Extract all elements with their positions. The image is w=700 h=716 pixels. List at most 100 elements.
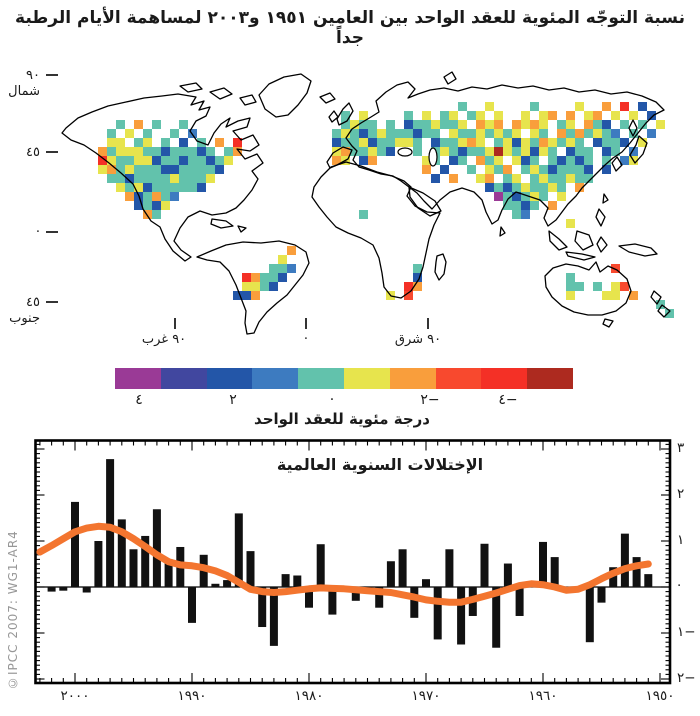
map-grid-cell <box>215 156 224 165</box>
map-grid-cell <box>467 165 476 174</box>
map-grid-cell <box>449 129 458 138</box>
anomaly-bar <box>433 587 442 640</box>
map-grid-cell <box>287 264 296 273</box>
coastline <box>239 94 257 106</box>
map-grid-cell <box>422 120 431 129</box>
map-grid-cell <box>251 291 260 300</box>
map-grid-cell <box>395 129 404 138</box>
map-grid-cell <box>557 174 566 183</box>
map-grid-cell <box>179 156 188 165</box>
coastline <box>595 208 606 227</box>
map-grid-cell <box>449 111 458 120</box>
map-grid-cell <box>143 129 152 138</box>
map-grid-cell <box>359 138 368 147</box>
map-grid-cell <box>629 111 638 120</box>
chart-y-label: ٢− <box>677 670 696 686</box>
coastline <box>544 261 632 316</box>
map-grid-cell <box>98 147 107 156</box>
map-grid-cell <box>251 282 260 291</box>
coastline <box>629 135 648 164</box>
map-grid-cell <box>548 165 557 174</box>
anomaly-bar <box>539 541 547 587</box>
map-grid-cell <box>575 138 584 147</box>
map-grid-cell <box>350 147 359 156</box>
map-grid-cell <box>566 111 575 120</box>
coastline <box>319 92 336 104</box>
map-grid-cell <box>521 165 530 174</box>
map-grid-cell <box>566 219 575 228</box>
coastline <box>311 161 441 299</box>
map-grid-cell <box>341 120 350 129</box>
coastline <box>596 236 608 253</box>
map-grid-cell <box>368 129 377 138</box>
map-grid-cell <box>620 138 629 147</box>
map-grid-cell <box>152 174 161 183</box>
map-grid-cell <box>359 210 368 219</box>
map-grid-cell <box>557 138 566 147</box>
map-grid-cell <box>458 102 467 111</box>
map-grid-cell <box>512 174 521 183</box>
map-grid-cell <box>548 183 557 192</box>
map-grid-cell <box>377 147 386 156</box>
map-grid-cell <box>179 120 188 129</box>
anomaly-bar <box>503 563 512 587</box>
map-grid-cell <box>170 183 179 192</box>
map-grid-cell <box>179 147 188 156</box>
colorbar-tick-label: ٢− <box>420 392 440 408</box>
anomaly-bar <box>585 587 594 643</box>
map-grid-cell <box>368 138 377 147</box>
colorbar-segment-8 <box>481 368 528 389</box>
map-grid-cell <box>170 156 179 165</box>
colorbar-tick-label: ٤− <box>498 392 518 408</box>
map-grid-cell <box>467 111 476 120</box>
map-grid-cell <box>278 255 287 264</box>
coastline <box>548 230 568 251</box>
map-lat-0: · <box>35 225 40 240</box>
map-grid-cell <box>584 111 593 120</box>
map-grid-cell <box>494 111 503 120</box>
map-grid-cell <box>431 120 440 129</box>
coastline <box>602 318 614 328</box>
map-grid-cell <box>530 192 539 201</box>
map-grid-cell <box>350 129 359 138</box>
chart-x-label: ١٩٦٠ <box>528 688 558 704</box>
map-grid-cell <box>620 102 629 111</box>
map-grid-cell <box>566 147 575 156</box>
map-grid-cell <box>566 129 575 138</box>
map-grid-cell <box>611 282 620 291</box>
anomaly-bar <box>117 519 126 587</box>
map-grid-cell <box>611 291 620 300</box>
map-grid-cell <box>404 120 413 129</box>
map-grid-cell <box>458 138 467 147</box>
map-grid-cell <box>530 174 539 183</box>
anomaly-bar <box>457 587 466 645</box>
anomaly-bar <box>398 549 407 587</box>
map-grid-cell <box>530 147 539 156</box>
map-grid-cell <box>548 111 557 120</box>
map-lon-90w: ٩٠ غرب <box>141 332 187 347</box>
coastline <box>628 119 638 137</box>
map-grid-cell <box>116 174 125 183</box>
map-grid-cell <box>242 273 251 282</box>
map-grid-cell <box>602 147 611 156</box>
map-grid-cell <box>413 282 422 291</box>
map-grid-cell <box>566 138 575 147</box>
map-grid-cell <box>476 129 485 138</box>
colorbar-tick-label: ٤ <box>135 392 143 408</box>
anomaly-bar <box>597 587 606 603</box>
colorbar-tick-labels: ٤ ٢ · ٢− ٤− <box>0 392 700 410</box>
colorbar-segment-1 <box>160 368 207 389</box>
map-grid-cell <box>602 165 611 174</box>
map-grid-cell <box>458 156 467 165</box>
map-grid-cell <box>647 129 656 138</box>
map-grid-cell <box>539 183 548 192</box>
anomaly-bar <box>375 587 384 608</box>
map-grid-cell <box>566 156 575 165</box>
map-grid-cell <box>197 183 206 192</box>
map-lat-90: ٩٠ <box>26 68 40 83</box>
map-grid-cell <box>107 156 116 165</box>
anomaly-bar <box>281 574 290 587</box>
map-grid-cell <box>539 129 548 138</box>
colorbar-tick-label: ٢ <box>229 392 237 408</box>
